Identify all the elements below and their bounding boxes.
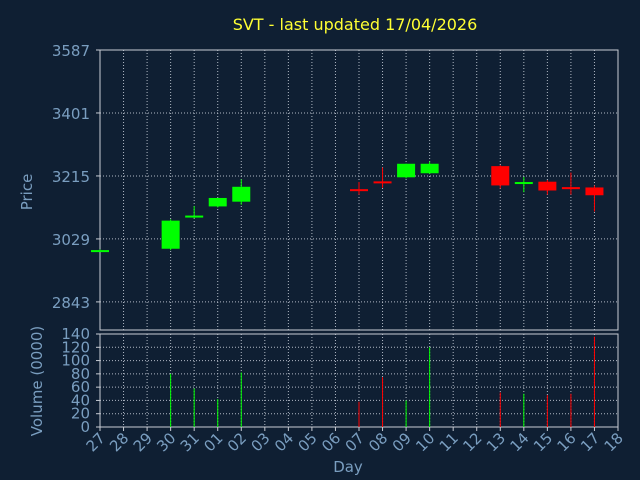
candle-27	[91, 249, 109, 253]
candle-body	[161, 220, 180, 249]
candle-16	[561, 172, 580, 195]
volume-tick-label: 60	[71, 378, 90, 396]
chart-title: SVT - last updated 17/04/2026	[233, 15, 478, 34]
candle-08	[373, 167, 392, 188]
candle-body	[420, 163, 439, 174]
volume-tick-label: 0	[80, 418, 90, 436]
volume-tick-label: 80	[71, 365, 90, 383]
candle-body	[585, 187, 604, 196]
x-axis-label: Day	[333, 458, 363, 476]
candle-01	[208, 197, 227, 208]
candle-body	[350, 189, 368, 192]
candle-14	[514, 176, 533, 193]
candle-31	[185, 206, 204, 219]
price-tick-label: 3401	[52, 105, 90, 123]
candle-body	[208, 197, 227, 207]
volume-tick-label: 20	[71, 405, 90, 423]
volume-tick-label: 40	[71, 391, 90, 409]
price-tick-label: 3587	[52, 42, 90, 60]
volume-tick-label: 100	[61, 352, 90, 370]
candle-body	[491, 166, 510, 186]
candle-body	[538, 181, 557, 191]
price-tick-label: 3215	[52, 168, 90, 186]
candle-body	[561, 187, 580, 190]
candle-13	[491, 165, 510, 189]
candle-02	[232, 179, 251, 205]
price-panel: 3587 3401 3215 3029 2843	[52, 42, 619, 331]
candle-body	[232, 186, 251, 202]
candle-07	[350, 182, 368, 195]
candle-30	[161, 219, 180, 251]
price-frame	[99, 49, 619, 331]
volume-tick-label: 140	[61, 325, 90, 343]
volume-tick-label: 120	[61, 338, 90, 356]
candle-17	[585, 185, 604, 212]
candle-body	[514, 182, 533, 185]
x-axis: 2728293031010203040506070809101112131415…	[83, 427, 627, 455]
candle-body	[185, 215, 204, 218]
candle-body	[397, 163, 416, 178]
candle-body	[91, 250, 109, 253]
candle-10	[420, 161, 439, 174]
volume-axis-label: Volume (0000)	[28, 326, 46, 436]
candle-09	[397, 163, 416, 179]
price-tick-label: 3029	[52, 231, 90, 249]
candle-body	[373, 181, 392, 184]
price-tick-label: 2843	[52, 294, 90, 312]
price-axis-label: Price	[18, 174, 36, 211]
candle-15	[538, 180, 557, 195]
